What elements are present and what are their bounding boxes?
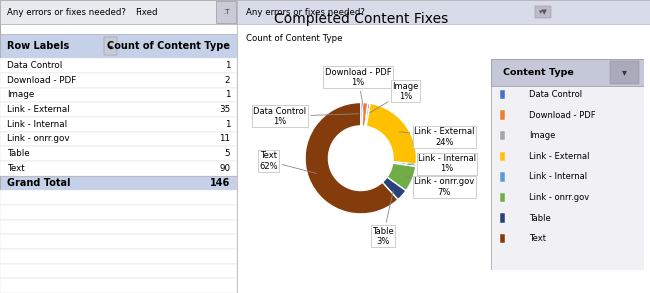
Bar [0, 34, 237, 58]
Bar [0, 249, 237, 264]
Text: Data Control: Data Control [529, 90, 582, 99]
Text: Link - onrr.gov: Link - onrr.gov [7, 134, 70, 144]
Bar [500, 131, 506, 140]
Text: Link - onrr.gov
7%: Link - onrr.gov 7% [405, 176, 474, 197]
Text: Table: Table [529, 214, 551, 223]
Text: Table: Table [7, 149, 30, 158]
Bar [216, 1, 236, 23]
Text: ▾: ▾ [109, 42, 112, 51]
Title: Completed Content Fixes: Completed Content Fixes [274, 12, 448, 26]
Text: Link - Internal
1%: Link - Internal 1% [408, 154, 476, 173]
Bar [105, 37, 118, 55]
Text: 90: 90 [219, 164, 230, 173]
Wedge shape [361, 103, 363, 126]
Bar [237, 0, 650, 24]
Text: 5: 5 [224, 149, 230, 158]
Text: Image: Image [529, 131, 555, 140]
Wedge shape [382, 177, 406, 200]
Bar [500, 213, 506, 223]
Bar [0, 205, 237, 220]
Bar [491, 59, 644, 86]
Text: ▾▼: ▾▼ [539, 9, 547, 15]
Text: Download - PDF: Download - PDF [7, 76, 76, 85]
Bar [0, 161, 237, 176]
Bar [500, 234, 506, 243]
Bar [0, 146, 237, 161]
Bar [0, 278, 237, 293]
Text: 11: 11 [219, 134, 230, 144]
Text: 1: 1 [225, 120, 230, 129]
Wedge shape [367, 103, 417, 164]
Bar [500, 151, 506, 161]
Bar [500, 193, 506, 202]
Text: 35: 35 [219, 105, 230, 114]
Text: Text
62%: Text 62% [259, 151, 317, 173]
Bar [0, 0, 237, 24]
Text: Text: Text [529, 234, 546, 243]
Text: 2: 2 [225, 76, 230, 85]
Bar [0, 132, 237, 146]
Text: Table
3%: Table 3% [372, 191, 394, 246]
Wedge shape [305, 103, 398, 214]
Text: ▾: ▾ [622, 67, 627, 77]
Text: Count of Content Type: Count of Content Type [246, 34, 342, 43]
Wedge shape [365, 103, 370, 126]
Bar [0, 88, 237, 102]
Bar [500, 172, 506, 182]
Bar [500, 110, 506, 120]
Text: Any errors or fixes needed?: Any errors or fixes needed? [246, 8, 365, 16]
Bar [0, 220, 237, 234]
Text: .T: .T [224, 9, 230, 15]
Wedge shape [393, 162, 416, 167]
Text: Data Control
1%: Data Control 1% [254, 107, 359, 126]
Text: Data Control: Data Control [7, 61, 62, 70]
Text: Fixed: Fixed [135, 8, 158, 16]
Bar [0, 58, 237, 73]
Text: Image
1%: Image 1% [370, 82, 419, 113]
Text: Download - PDF: Download - PDF [529, 110, 595, 120]
Bar [0, 102, 237, 117]
Text: 146: 146 [210, 178, 230, 188]
Text: Download - PDF
1%: Download - PDF 1% [324, 68, 391, 111]
Text: Row Labels: Row Labels [7, 41, 70, 51]
Bar [500, 90, 506, 99]
Text: Link - Internal: Link - Internal [529, 172, 587, 181]
Wedge shape [362, 103, 368, 126]
Bar [0, 264, 237, 278]
Text: Grand Total: Grand Total [7, 178, 71, 188]
Text: Image: Image [7, 91, 34, 100]
Bar [610, 61, 639, 84]
Text: Any errors or fixes needed?: Any errors or fixes needed? [7, 8, 126, 16]
Text: Content Type: Content Type [503, 68, 574, 77]
Bar [0, 117, 237, 132]
Bar [0, 73, 237, 88]
Text: Link - External: Link - External [7, 105, 70, 114]
Text: Link - External
24%: Link - External 24% [399, 127, 474, 147]
Text: 1: 1 [225, 61, 230, 70]
Wedge shape [387, 163, 416, 191]
Bar [0, 176, 237, 190]
Text: 1: 1 [225, 91, 230, 100]
Bar [0, 190, 237, 205]
Text: Link - onrr.gov: Link - onrr.gov [529, 193, 589, 202]
Text: Count of Content Type: Count of Content Type [107, 41, 230, 51]
Text: Link - Internal: Link - Internal [7, 120, 67, 129]
Bar [0, 234, 237, 249]
Text: Text: Text [7, 164, 25, 173]
Text: Link - External: Link - External [529, 152, 590, 161]
